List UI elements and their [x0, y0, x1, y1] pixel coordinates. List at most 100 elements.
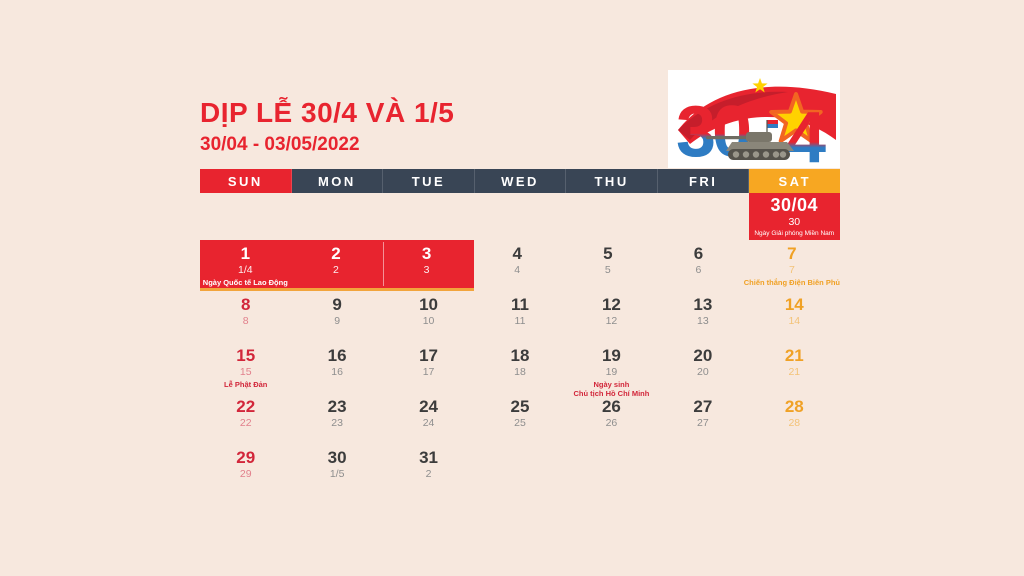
- weekday-wed: WED: [474, 169, 567, 193]
- day-lunar-sub: 22: [239, 417, 252, 429]
- day-number: 17: [419, 346, 439, 365]
- day-cell-15[interactable]: 15 15 Lễ Phật Đản: [200, 342, 291, 398]
- day-cell-26[interactable]: 26 26: [566, 393, 657, 444]
- day-lunar-sub: 11: [514, 315, 526, 327]
- big-star-icon: [769, 92, 823, 143]
- day-cell-empty: [749, 444, 840, 495]
- sat-highlight-band: 30/04 30 Ngày Giải phóng Miền Nam: [200, 193, 840, 240]
- day-number: 13: [693, 295, 713, 314]
- calendar: SUN MON TUE WED THU FRI SAT 30/04 30 Ngày Giải…: [200, 169, 841, 495]
- day-cell-27[interactable]: 27 27: [657, 393, 748, 444]
- day-lunar-sub: 16: [331, 366, 343, 378]
- holiday-red-band: [200, 240, 475, 291]
- day-lunar-sub: 26: [605, 417, 618, 429]
- day-lunar-sub: 4: [514, 264, 521, 276]
- day-lunar-sub: 13: [697, 315, 709, 327]
- day-cell-19[interactable]: 19 19 Ngày sinh Chủ tịch Hồ Chí Minh: [566, 342, 657, 398]
- week-row-3: 15 15 Lễ Phật Đản 16 16 17 17 18 18 19 19 Ngày sinh…: [200, 342, 840, 398]
- small-star-icon: [752, 78, 768, 93]
- day-number: 12: [601, 295, 621, 314]
- day-cell-21[interactable]: 21 21: [749, 342, 840, 398]
- day-number: 1: [240, 244, 251, 263]
- weekday-row: SUN MON TUE WED THU FRI SAT: [200, 169, 841, 193]
- week-row-5: 29 29 30 1/5 31 2: [200, 444, 840, 495]
- day-cell-31[interactable]: 31 2: [383, 444, 474, 495]
- day-cell-17[interactable]: 17 17: [383, 342, 474, 398]
- weekday-fri: FRI: [657, 169, 750, 193]
- weekday-sun: SUN: [200, 169, 292, 193]
- day-cell-18[interactable]: 18 18: [474, 342, 565, 398]
- day-number: 11: [511, 295, 529, 314]
- day-number: 8: [240, 295, 251, 314]
- day-cell-20[interactable]: 20 20: [657, 342, 748, 398]
- day-cell-22[interactable]: 22 22: [200, 393, 291, 444]
- day-lunar-sub: 15: [239, 366, 252, 378]
- day-lunar-sub: 17: [422, 366, 435, 378]
- day-number: 30: [327, 448, 347, 467]
- day-cell-29[interactable]: 29 29: [200, 444, 291, 495]
- day-number: 5: [603, 244, 613, 263]
- day-lunar-sub: 27: [697, 417, 709, 429]
- day-number: 6: [693, 244, 704, 263]
- day-lunar-sub: 20: [697, 366, 709, 378]
- page-title: DỊP LỄ 30/4 VÀ 1/5: [200, 97, 455, 128]
- weeks-container: 1 1/4 Ngày Quốc tế Lao Động 2 2 3 3 4 4 5 5 6 6 7 7 Chi…: [200, 240, 840, 495]
- holiday-label: Ngày sinh Chủ tịch Hồ Chí Minh: [573, 380, 650, 398]
- day-lunar-sub: 2: [425, 468, 432, 480]
- day-lunar-sub: 10: [422, 315, 435, 327]
- day-cell-24[interactable]: 24 24: [383, 393, 474, 444]
- holiday-label: Chiến thắng Điện Biên Phủ: [743, 278, 840, 287]
- day-number: 15: [236, 346, 256, 365]
- day-cell-30[interactable]: 30 1/5: [291, 444, 382, 495]
- day-lunar-sub: 14: [788, 315, 801, 327]
- sat-holiday-label: Ngày Giải phóng Miền Nam: [754, 230, 835, 237]
- day-number: 7: [787, 244, 797, 263]
- day-lunar-sub: 19: [605, 366, 618, 378]
- day-cell-11[interactable]: 11 11: [474, 291, 565, 342]
- day-number: 21: [784, 346, 804, 365]
- day-cell-7[interactable]: 7 7 Chiến thắng Điện Biên Phủ: [744, 240, 840, 291]
- day-lunar-sub: 21: [788, 366, 801, 378]
- day-cell-13[interactable]: 13 13: [657, 291, 748, 342]
- day-number: 19: [601, 346, 621, 365]
- day-number: 20: [693, 346, 713, 365]
- day-number: 16: [327, 346, 347, 365]
- day-number: 26: [601, 397, 621, 416]
- day-lunar-sub: 28: [788, 417, 801, 429]
- day-number: 23: [327, 397, 347, 416]
- holiday-label: Lễ Phật Đản: [224, 380, 268, 389]
- day-number: 4: [512, 244, 522, 263]
- day-cell-23[interactable]: 23 23: [291, 393, 382, 444]
- logo-30-4: 30 4: [668, 70, 840, 168]
- day-lunar-sub: 3: [423, 264, 430, 276]
- day-lunar-sub: 9: [334, 315, 341, 327]
- day-number: 28: [784, 397, 804, 416]
- day-cell-14[interactable]: 14 14: [749, 291, 840, 342]
- day-cell-25[interactable]: 25 25: [474, 393, 565, 444]
- day-lunar-sub: 1/4: [238, 264, 253, 276]
- day-cell-28[interactable]: 28 28: [749, 393, 840, 444]
- day-lunar-sub: 23: [331, 417, 343, 429]
- tank-icon: [706, 120, 794, 160]
- day-number: 29: [236, 448, 256, 467]
- day-lunar-sub: 1/5: [329, 468, 345, 480]
- day-number: 24: [419, 397, 439, 416]
- week-row-1: 1 1/4 Ngày Quốc tế Lao Động 2 2 3 3 4 4 5 5 6 6 7 7 Chi…: [200, 240, 840, 291]
- day-cell-12[interactable]: 12 12: [566, 291, 657, 342]
- day-cell-16[interactable]: 16 16: [291, 342, 382, 398]
- sat-holiday-box[interactable]: 30/04 30 Ngày Giải phóng Miền Nam: [748, 193, 840, 240]
- logo-30-4-illustration: 30 4: [668, 70, 840, 168]
- day-lunar-sub: 12: [605, 315, 618, 327]
- holiday-label: Ngày Quốc tế Lao Động: [202, 278, 288, 287]
- day-cell-1[interactable]: 1 1/4 Ngày Quốc tế Lao Động: [200, 240, 291, 291]
- day-number: 31: [419, 448, 439, 467]
- day-cell-10[interactable]: 10 10: [383, 291, 474, 342]
